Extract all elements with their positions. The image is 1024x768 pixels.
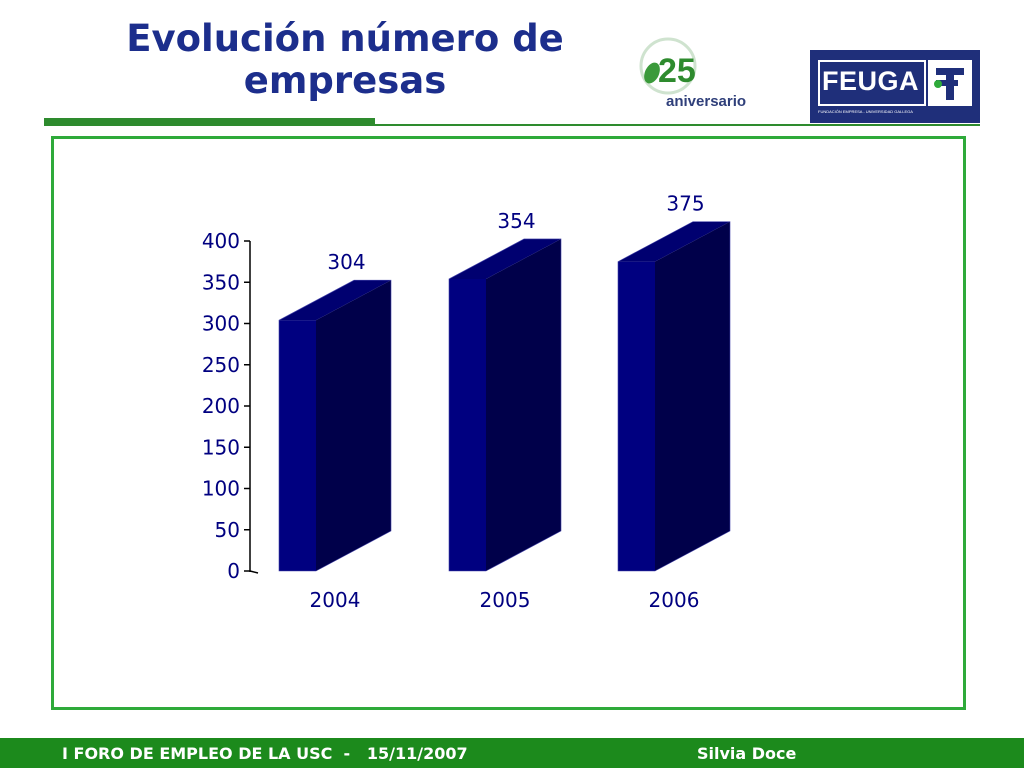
y-tick-label: 350 — [202, 270, 240, 294]
anniversary-number: 25 — [658, 52, 696, 90]
x-axis-stub — [249, 570, 259, 574]
bar-top-face — [618, 221, 730, 262]
bar-side-face — [486, 238, 561, 571]
page-title: Evolución número de empresas — [95, 18, 595, 102]
anniversary-leaf-icon — [644, 62, 660, 84]
y-tick-label: 50 — [215, 518, 240, 542]
title-underline-thin — [44, 124, 980, 126]
anniversary-circle — [639, 37, 697, 95]
feuga-logo-subtitle: FUNDACIÓN EMPRESA - UNIVERSIDAD GALLEGA — [818, 109, 913, 114]
chart-frame — [51, 136, 966, 710]
x-tick-label: 2006 — [649, 588, 700, 612]
bar-top-face — [449, 238, 561, 279]
bar-side-face — [655, 221, 730, 571]
anniversary-label: aniversario — [666, 93, 747, 110]
data-label: 375 — [666, 192, 704, 216]
page-title-line-2: empresas — [243, 59, 447, 102]
feuga-logo-frame — [818, 60, 926, 106]
anniversary-logo: 25 — [639, 37, 697, 95]
y-tick-label: 0 — [227, 559, 240, 583]
feuga-logo-text: FEUGA — [822, 66, 919, 96]
footer-event-text: I FORO DE EMPLEO DE LA USC - 15/11/2007 — [62, 744, 468, 763]
y-tick-label: 200 — [202, 394, 240, 418]
bar-outline — [617, 221, 731, 572]
bar-2004 — [279, 320, 316, 571]
bar-outline — [278, 279, 392, 572]
y-tick-label: 250 — [202, 353, 240, 377]
y-tick-label: 100 — [202, 477, 240, 501]
y-tick-label: 400 — [202, 229, 240, 253]
bar-2006 — [618, 261, 655, 571]
title-underline-thick — [44, 118, 375, 126]
footer-author-text: Silvia Doce — [697, 744, 797, 763]
data-label: 354 — [497, 209, 535, 233]
y-tick-label: 300 — [202, 312, 240, 336]
feuga-f-icon — [928, 60, 972, 106]
y-tick-label: 150 — [202, 435, 240, 459]
data-label: 304 — [327, 250, 365, 274]
footer-bar: I FORO DE EMPLEO DE LA USC - 15/11/2007 … — [0, 738, 1024, 768]
bar-outline — [448, 238, 562, 572]
page-title-line-1: Evolución número de — [126, 17, 564, 60]
x-tick-label: 2005 — [480, 588, 531, 612]
bar-top-face — [279, 280, 391, 321]
bar-side-face — [316, 280, 391, 571]
x-tick-label: 2004 — [310, 588, 361, 612]
bar-2005 — [449, 278, 486, 571]
